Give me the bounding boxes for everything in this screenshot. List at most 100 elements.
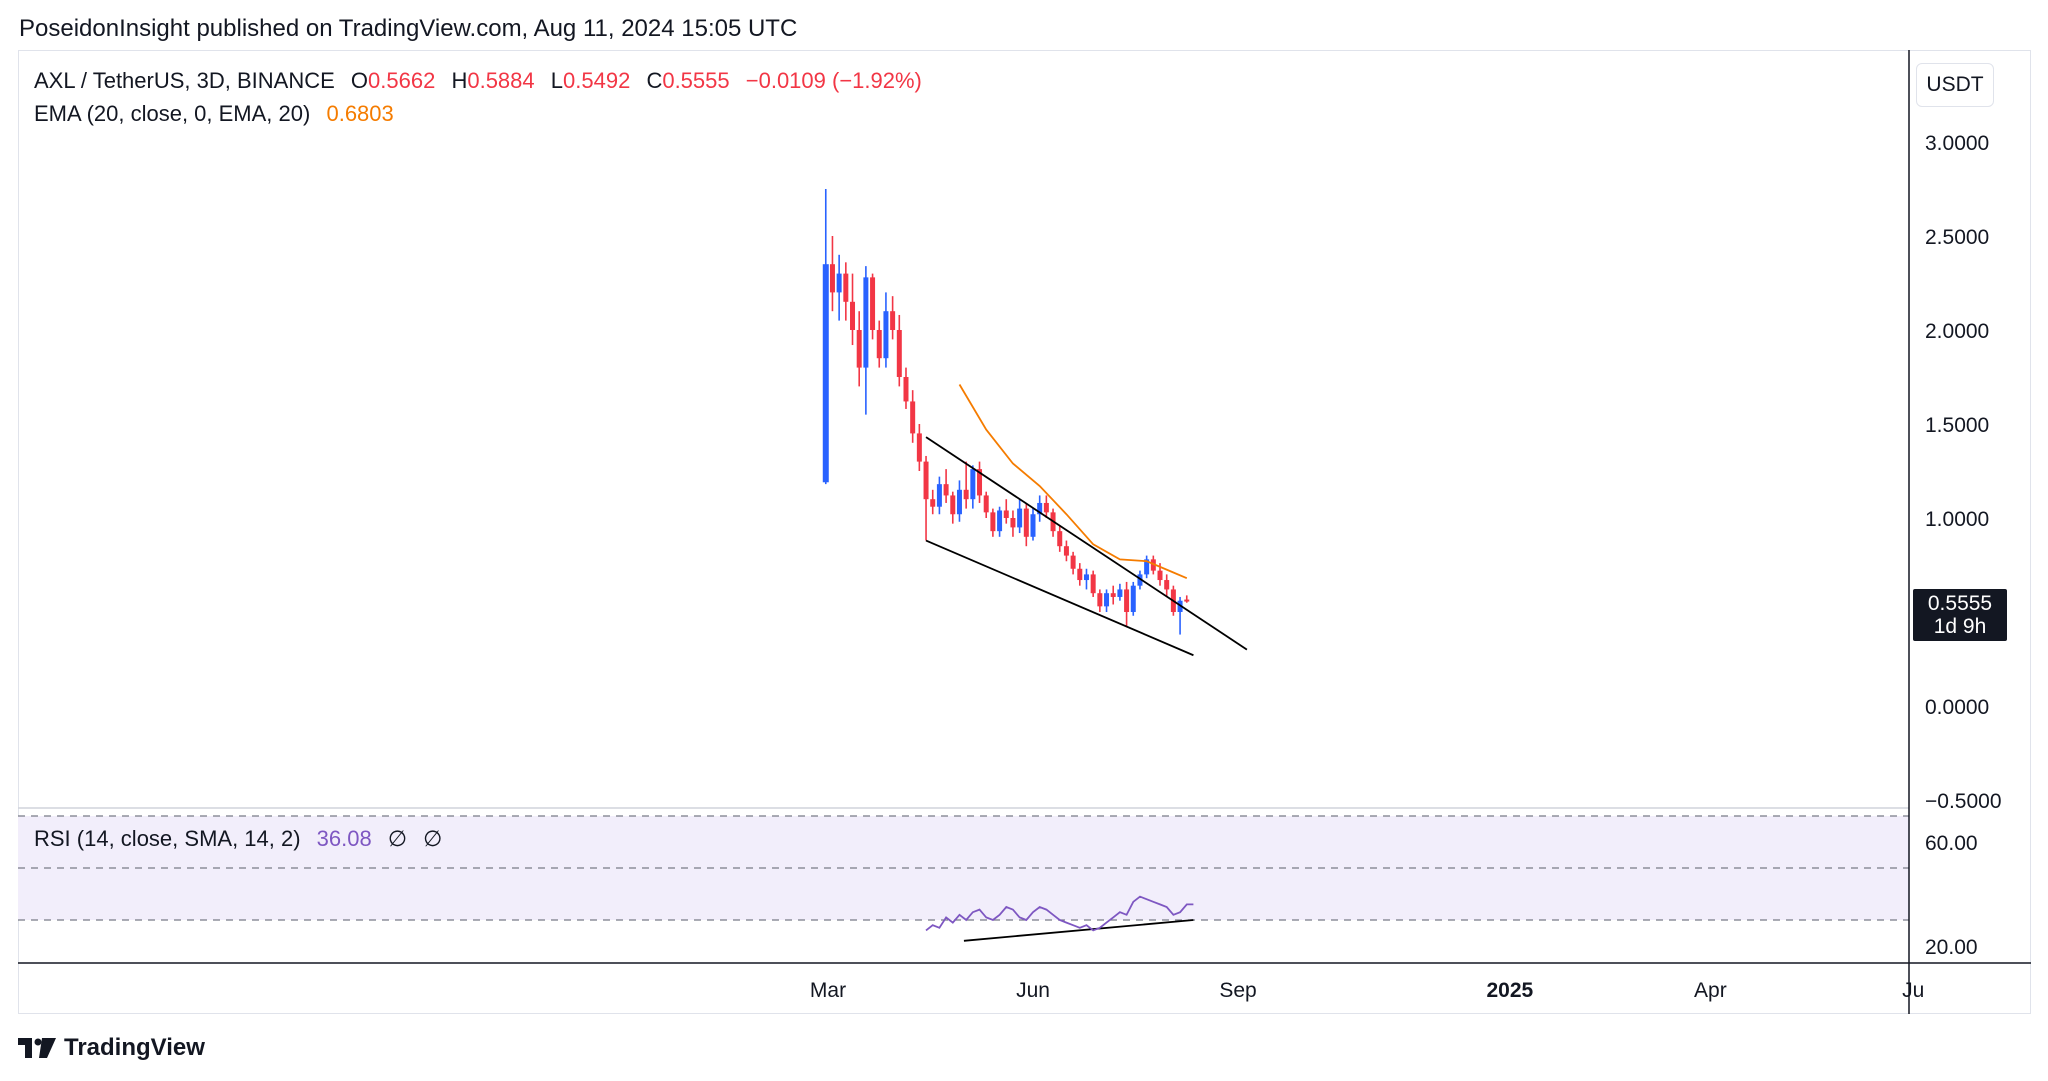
candle-down (843, 273, 849, 302)
rsi-na-icon: ∅ (387, 826, 408, 851)
time-tick-label: Mar (810, 979, 846, 1002)
last-price-tag: 0.5555 1d 9h (1913, 589, 2007, 641)
candle-up (956, 489, 962, 515)
tradingview-logo-icon (18, 1038, 56, 1058)
ema-legend[interactable]: EMA (20, close, 0, EMA, 20) 0.6803 (34, 101, 394, 127)
price-tick-label: −0.5000 (1925, 790, 2002, 813)
candle-up (997, 510, 1003, 532)
candle-up (883, 311, 889, 359)
candle-up (1117, 589, 1123, 597)
candle-down (850, 301, 856, 330)
ema-line (958, 384, 1188, 580)
candle-down (990, 512, 996, 532)
last-price-value: 0.5555 (1927, 592, 1993, 615)
rsi-value: 36.08 (316, 826, 372, 851)
price-tick-label: 3.0000 (1925, 132, 1989, 155)
candle-down (930, 499, 936, 507)
candle-up (822, 264, 829, 483)
candle-down (910, 401, 916, 434)
candle-down (1077, 568, 1083, 581)
symbol-label[interactable]: AXL / TetherUS, 3D, BINANCE (34, 68, 335, 93)
candle-up (936, 484, 942, 507)
ohlc-legend[interactable]: AXL / TetherUS, 3D, BINANCE O0.5662 H0.5… (34, 68, 922, 94)
candle-up (1017, 508, 1023, 528)
chart-frame[interactable] (18, 50, 2031, 1014)
candle-up (863, 277, 869, 368)
candle-down (963, 489, 969, 500)
bar-countdown: 1d 9h (1933, 615, 1987, 638)
price-tick-label: 1.5000 (1925, 414, 1989, 437)
candle-down (870, 277, 876, 330)
candle-down (916, 433, 922, 462)
candle-down (1057, 531, 1063, 547)
close-label: C (646, 68, 663, 93)
candle-down (1070, 555, 1076, 569)
candle-down (977, 469, 983, 496)
candle-down (1110, 593, 1116, 597)
ema-value: 0.6803 (326, 101, 394, 126)
tradingview-wordmark: TradingView (64, 1034, 205, 1061)
candle-up (1030, 514, 1036, 537)
rsi-na-icon: ∅ (423, 826, 443, 851)
candle-up (836, 273, 842, 293)
candle-up (1037, 502, 1043, 515)
candle-down (896, 330, 902, 377)
price-tick-label: 2.5000 (1925, 226, 1989, 249)
publish-line: PoseidonInsight published on TradingView… (19, 15, 798, 42)
price-tick-label: 1.0000 (1925, 508, 1989, 531)
candle-down (1164, 580, 1170, 590)
low-label: L (550, 68, 564, 93)
candle-up (1130, 585, 1136, 612)
price-axis[interactable]: 3.0000 2.5000 2.0000 1.5000 1.0000 0.0000 −0.5… (1925, 132, 2002, 813)
rsi-axis[interactable]: 60.00 20.00 (1925, 832, 1978, 959)
candle-up (1104, 593, 1110, 607)
time-tick-label: 2025 (1486, 979, 1533, 1002)
candle-up (1144, 559, 1150, 575)
tradingview-brand[interactable]: TradingView (18, 1034, 205, 1062)
high-value: 0.5884 (467, 68, 535, 93)
time-tick-label: Jun (1016, 979, 1050, 1002)
open-value: 0.5662 (368, 68, 436, 93)
candle-down (983, 495, 989, 513)
rsi-tick-label: 60.00 (1925, 832, 1978, 855)
ema-label[interactable]: EMA (20, close, 0, EMA, 20) (34, 101, 311, 126)
rsi-label[interactable]: RSI (14, close, SMA, 14, 2) (34, 826, 301, 851)
candles (822, 189, 1190, 635)
candle-down (1043, 502, 1049, 513)
rsi-levels (18, 815, 1909, 921)
candle-up (1083, 574, 1089, 581)
rsi-line (925, 895, 1194, 932)
candle-down (1023, 508, 1029, 537)
candle-down (1003, 510, 1009, 518)
candle-down (876, 330, 882, 359)
candle-down (1124, 589, 1130, 612)
candle-down (856, 330, 862, 368)
rsi-legend[interactable]: RSI (14, close, SMA, 14, 2) 36.08 ∅ ∅ (34, 826, 442, 852)
low-value: 0.5492 (563, 68, 631, 93)
price-tick-label: 0.0000 (1925, 696, 1989, 719)
high-label: H (451, 68, 468, 93)
candle-down (1010, 518, 1016, 528)
candle-down (890, 311, 896, 330)
candle-down (1157, 570, 1163, 581)
upper-trendline (925, 436, 1248, 651)
candle-down (903, 377, 909, 402)
close-value: 0.5555 (662, 68, 730, 93)
time-tick-label: Sep (1219, 979, 1256, 1002)
candle-down (1063, 546, 1069, 556)
time-tick-label: Ju (1902, 979, 1924, 1002)
trendlines[interactable] (925, 436, 1248, 942)
candle-down (923, 461, 929, 500)
candle-down (1184, 599, 1190, 602)
candle-down (1090, 574, 1096, 594)
currency-button[interactable]: USDT (1916, 63, 1994, 107)
rsi-trendline (963, 919, 1194, 942)
time-axis[interactable]: Mar Jun Sep 2025 Apr Ju (810, 979, 1924, 1002)
candle-up (1137, 574, 1143, 586)
candle-down (943, 484, 949, 496)
candle-up (970, 469, 976, 500)
candle-down (1097, 593, 1103, 607)
lower-trendline (925, 539, 1194, 657)
time-tick-label: Apr (1694, 979, 1727, 1002)
